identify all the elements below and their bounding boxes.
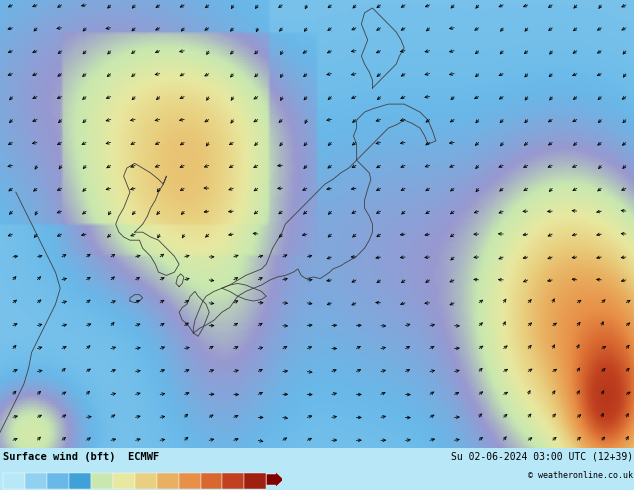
FancyBboxPatch shape (113, 472, 134, 489)
FancyBboxPatch shape (244, 472, 266, 489)
FancyBboxPatch shape (91, 472, 113, 489)
FancyBboxPatch shape (25, 472, 47, 489)
Text: © weatheronline.co.uk: © weatheronline.co.uk (527, 471, 633, 480)
FancyBboxPatch shape (3, 472, 25, 489)
FancyBboxPatch shape (200, 472, 223, 489)
FancyBboxPatch shape (69, 472, 91, 489)
FancyBboxPatch shape (157, 472, 179, 489)
FancyBboxPatch shape (179, 472, 200, 489)
Text: Surface wind (bft)  ECMWF: Surface wind (bft) ECMWF (3, 452, 159, 462)
FancyBboxPatch shape (135, 472, 157, 489)
Text: Su 02-06-2024 03:00 UTC (12+39): Su 02-06-2024 03:00 UTC (12+39) (451, 452, 633, 462)
FancyBboxPatch shape (223, 472, 244, 489)
FancyArrow shape (266, 472, 283, 487)
FancyBboxPatch shape (47, 472, 69, 489)
